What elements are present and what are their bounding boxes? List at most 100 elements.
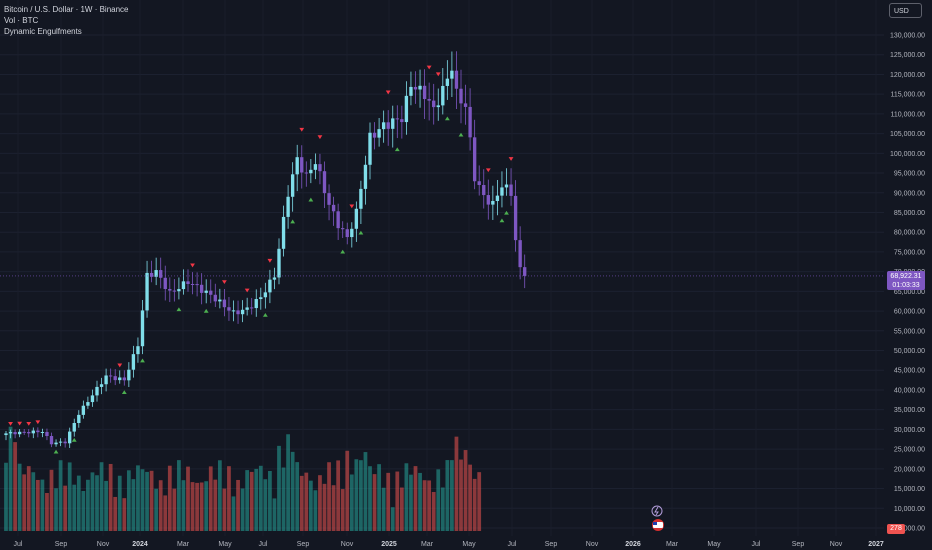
volume-bar — [359, 460, 363, 531]
price-axis-label: 110,000.00 — [890, 111, 925, 118]
volume-bar — [17, 463, 22, 531]
candle-body — [86, 402, 90, 406]
volume-bar — [418, 472, 422, 531]
candle-body — [418, 85, 422, 90]
volume-bar — [322, 483, 327, 531]
candle-body — [318, 164, 322, 172]
time-axis-label: May — [218, 541, 232, 548]
volume-bar — [445, 460, 450, 531]
candle-body — [472, 137, 477, 182]
candle-body — [131, 354, 136, 370]
last-price-value: 68,922.31 — [890, 273, 922, 280]
volume-bar — [49, 469, 54, 531]
volume-bar — [145, 471, 149, 531]
volume-bar — [277, 445, 281, 531]
candle-body — [281, 216, 286, 249]
candle-body — [413, 86, 418, 90]
price-axis-label: 15,000.00 — [894, 486, 925, 493]
candle-body — [113, 376, 117, 381]
price-axis-label: 50,000.00 — [894, 348, 925, 355]
volume-bar — [308, 480, 313, 531]
candle-body — [331, 204, 336, 212]
volume-bar — [117, 475, 122, 531]
candle-body — [36, 430, 40, 433]
candle-body — [309, 169, 313, 174]
candle-body — [504, 184, 509, 188]
time-axis-label: Mar — [421, 541, 434, 548]
candle-body — [409, 86, 413, 96]
candle-body — [254, 299, 258, 309]
time-axis-label: 2024 — [132, 541, 148, 548]
volume-bar — [136, 465, 140, 531]
price-axis-label: 80,000.00 — [894, 230, 925, 237]
volume-bar — [268, 470, 272, 531]
candle-body — [168, 289, 172, 291]
time-axis-label: Sep — [297, 541, 310, 548]
time-axis-label: Nov — [97, 541, 110, 548]
candle-body — [22, 431, 26, 433]
volume-bar — [99, 462, 104, 531]
engulf-up-signal — [394, 147, 400, 152]
engulf-up-signal — [290, 219, 296, 224]
time-axis-label: Sep — [545, 541, 558, 548]
engulf-down-signal — [117, 363, 123, 368]
candle-body — [363, 164, 368, 189]
candle-body — [395, 118, 399, 120]
engulf-up-signal — [499, 218, 505, 223]
candle-body — [104, 375, 108, 385]
time-axis-label: Sep — [55, 541, 68, 548]
volume-bar — [340, 489, 345, 531]
engulf-down-signal — [349, 204, 355, 209]
candle-body — [268, 279, 272, 293]
time-axis-label: Jul — [508, 541, 517, 548]
engulf-up-signal — [444, 116, 450, 121]
candle-body — [427, 99, 431, 101]
candle-body — [450, 70, 454, 79]
candle-body — [58, 441, 63, 443]
engulf-up-signal — [71, 437, 77, 442]
volume-bar — [459, 459, 463, 531]
volume-bar — [372, 474, 377, 531]
volume-bar — [90, 472, 95, 531]
candle-body — [136, 346, 140, 355]
volume-bar — [258, 465, 263, 531]
volume-bar — [249, 471, 254, 531]
engulf-down-signal — [508, 157, 514, 161]
price-axis-label: 65,000.00 — [894, 289, 925, 296]
time-axis-label: Mar — [177, 541, 190, 548]
symbol-title[interactable]: Bitcoin / U.S. Dollar · 1W · Binance — [4, 5, 129, 14]
candle-body — [177, 289, 181, 292]
volume-bar — [63, 485, 68, 531]
volume-value-tag: 278 — [887, 524, 905, 534]
indicator-volume-label[interactable]: Vol · BTC — [4, 16, 39, 25]
volume-bar — [281, 467, 286, 531]
candle-body — [172, 290, 177, 292]
volume-bar — [222, 488, 227, 531]
candle-body — [27, 432, 31, 434]
time-axis-label: Nov — [586, 541, 599, 548]
time-axis-label: 2027 — [868, 541, 884, 548]
candle-body — [236, 310, 240, 315]
candle-body — [45, 431, 49, 437]
volume-bar — [377, 464, 381, 531]
candle-body — [199, 284, 204, 293]
candle-body — [218, 299, 222, 302]
candle-body — [454, 70, 459, 89]
indicator-engulfments-label[interactable]: Dynamic Engulfments — [4, 27, 82, 36]
time-axis-label: Sep — [792, 541, 805, 548]
candle-body — [213, 294, 217, 302]
volume-bar — [363, 452, 368, 531]
engulf-down-signal — [299, 127, 305, 132]
candle-body — [149, 272, 154, 277]
currency-selector[interactable]: USD — [889, 3, 922, 18]
volume-bar — [336, 460, 341, 531]
volume-bar — [208, 466, 213, 531]
price-axis-label: 30,000.00 — [894, 427, 925, 434]
volume-bar — [22, 474, 27, 531]
volume-bar — [126, 470, 131, 531]
candle-body — [222, 299, 227, 308]
candle-body — [81, 405, 86, 415]
candle-body — [341, 228, 345, 230]
